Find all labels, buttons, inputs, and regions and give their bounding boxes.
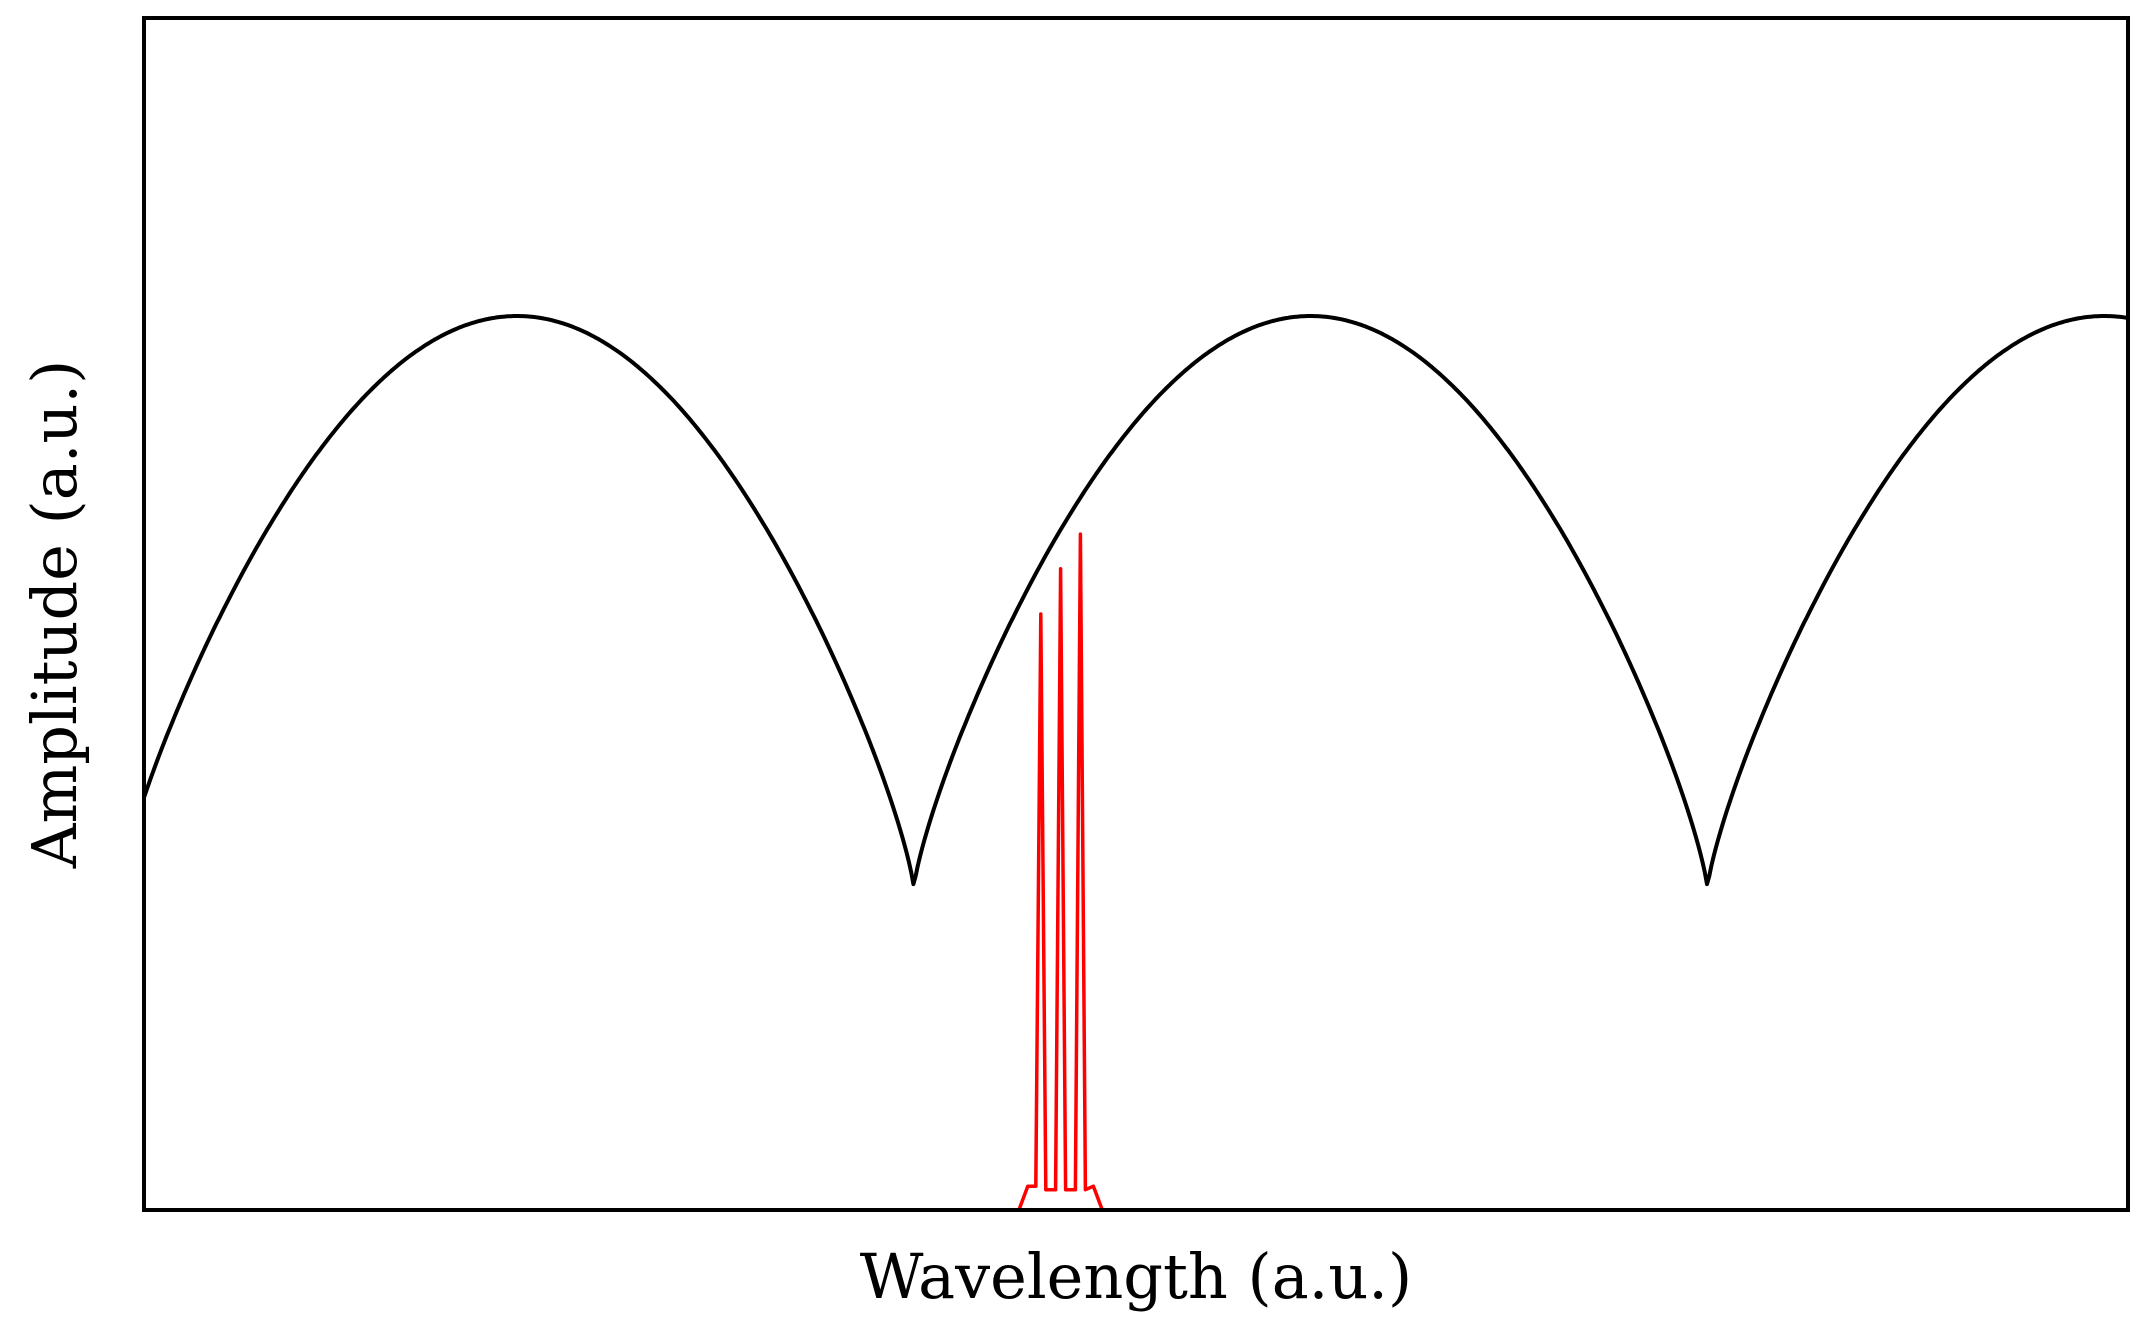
plot-area xyxy=(142,314,2129,1211)
series-line-envelope xyxy=(142,314,2129,887)
x-axis-title: Wavelength (a.u.) xyxy=(860,1240,1412,1313)
series-narrow-peaks xyxy=(1017,532,1104,1211)
y-axis-title: Amplitude (a.u.) xyxy=(18,360,91,870)
plot-frame xyxy=(142,16,2130,1212)
series-line-peaks xyxy=(1017,532,1104,1211)
